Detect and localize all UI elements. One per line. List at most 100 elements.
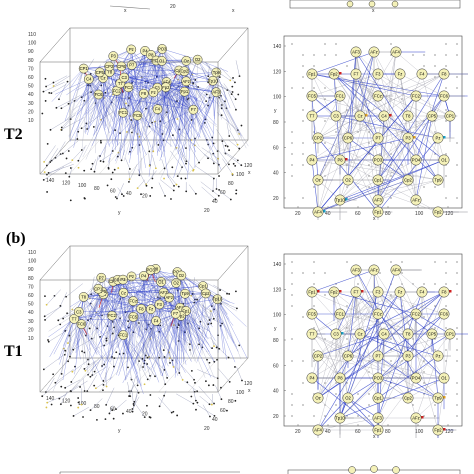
lattice-link bbox=[145, 133, 150, 152]
electrode-label: C4 bbox=[381, 114, 387, 119]
highlight-marker bbox=[361, 290, 364, 293]
connection-edge bbox=[140, 50, 146, 91]
connection-edge bbox=[115, 93, 144, 164]
connection-edge bbox=[185, 310, 196, 351]
lattice-link bbox=[205, 350, 215, 362]
electrode-node: F4 bbox=[152, 104, 163, 115]
connection-edge bbox=[317, 313, 341, 399]
t1-2d-brain-network: 140 120 100 80 60 40 20 y 20 40 60 80 100 120 x AF3 AFz A… bbox=[270, 240, 468, 438]
lattice-link bbox=[225, 152, 238, 161]
lattice-link bbox=[131, 391, 134, 404]
grid-point bbox=[346, 305, 348, 307]
lattice-point bbox=[120, 159, 123, 162]
electrode-label: Cp1 bbox=[175, 68, 183, 73]
electrode-circle bbox=[78, 63, 89, 74]
lattice-link bbox=[71, 366, 82, 383]
electrode-circle bbox=[118, 107, 128, 118]
lattice-link bbox=[148, 366, 156, 377]
lattice-point bbox=[42, 90, 45, 93]
lattice-point bbox=[103, 363, 106, 366]
lattice-point bbox=[65, 295, 68, 298]
connection-edge bbox=[131, 276, 163, 303]
electrode-node: PO4 bbox=[410, 154, 422, 166]
grid-point bbox=[357, 283, 359, 285]
grid-point bbox=[401, 272, 403, 274]
connection-edge bbox=[116, 90, 146, 141]
connection-edge bbox=[157, 91, 185, 153]
grid-point bbox=[456, 76, 458, 78]
lattice-link bbox=[145, 170, 157, 185]
grid-point bbox=[291, 164, 293, 166]
electrode-circle bbox=[350, 286, 362, 298]
lattice-point bbox=[91, 374, 94, 377]
y-tick-label: 80 bbox=[273, 120, 279, 126]
connection-edge bbox=[377, 291, 433, 335]
z-tick-label: 90 bbox=[28, 49, 34, 55]
electrode-circle bbox=[306, 154, 318, 166]
lattice-point bbox=[175, 183, 178, 186]
lattice-point bbox=[171, 166, 174, 169]
lattice-point bbox=[128, 178, 131, 181]
connection-edge bbox=[67, 72, 100, 120]
electrode-node: Cp1 bbox=[372, 392, 384, 404]
y-axis-letter: y bbox=[274, 326, 277, 332]
panel-label-b: (b) bbox=[6, 230, 26, 247]
electrode-node: CP1 bbox=[444, 328, 456, 340]
grid-point bbox=[324, 54, 326, 56]
connection-edge bbox=[317, 95, 417, 213]
grid-point bbox=[456, 87, 458, 89]
lattice-link bbox=[220, 67, 236, 83]
lattice-point bbox=[208, 403, 211, 406]
lattice-link bbox=[53, 75, 71, 87]
electrode-node: PO3 bbox=[145, 265, 156, 275]
electrode-node: CP5 bbox=[94, 67, 105, 78]
lattice-point bbox=[69, 390, 72, 392]
connection-edge bbox=[165, 87, 180, 122]
lattice-point bbox=[86, 128, 89, 130]
grid-point bbox=[445, 349, 447, 351]
grid-point bbox=[412, 404, 414, 406]
lattice-link bbox=[94, 155, 99, 172]
lattice-link bbox=[47, 394, 67, 403]
grid-point bbox=[423, 382, 425, 384]
lattice-link bbox=[236, 366, 243, 381]
electrode-node: FC5 bbox=[132, 110, 143, 121]
connection-edge bbox=[395, 51, 423, 75]
electrode-circle bbox=[372, 132, 384, 144]
connection-edge bbox=[177, 272, 200, 332]
electrode-label: O2 bbox=[195, 57, 201, 62]
connection-edge bbox=[51, 68, 84, 102]
electrode-label: Cp2 bbox=[202, 291, 210, 296]
electrode-node: AFz bbox=[368, 46, 380, 58]
grid-point bbox=[368, 404, 370, 406]
electrode-node: CP5 bbox=[426, 328, 438, 340]
lattice-link bbox=[160, 179, 174, 191]
lattice-link bbox=[88, 347, 91, 365]
lattice-link bbox=[46, 75, 68, 87]
electrode-label: FCz bbox=[374, 312, 382, 317]
connection-edge bbox=[140, 308, 169, 377]
connection-edge bbox=[133, 316, 161, 345]
lattice-point bbox=[224, 144, 227, 147]
electrode-node: T7 bbox=[306, 328, 318, 340]
electrode-node: F3 bbox=[372, 68, 384, 80]
lattice-point bbox=[93, 170, 96, 173]
connection-edge bbox=[87, 94, 99, 136]
connection-edge bbox=[116, 90, 134, 146]
lattice-point bbox=[152, 150, 155, 153]
grid-point bbox=[445, 43, 447, 45]
grid-point bbox=[390, 294, 392, 296]
lattice-link bbox=[212, 178, 214, 192]
grid-point bbox=[313, 415, 315, 417]
connection-edge bbox=[359, 51, 375, 117]
lattice-point bbox=[172, 366, 175, 368]
electrode-circle bbox=[108, 51, 119, 61]
connection-edge bbox=[192, 299, 218, 323]
y-tick-label: 120 bbox=[273, 287, 282, 293]
connection-edge bbox=[355, 269, 385, 335]
box-edge bbox=[217, 245, 249, 281]
connection-edge bbox=[197, 299, 218, 362]
lattice-link bbox=[77, 128, 79, 140]
electrode-circle bbox=[208, 75, 218, 86]
lattice-link bbox=[100, 152, 114, 162]
